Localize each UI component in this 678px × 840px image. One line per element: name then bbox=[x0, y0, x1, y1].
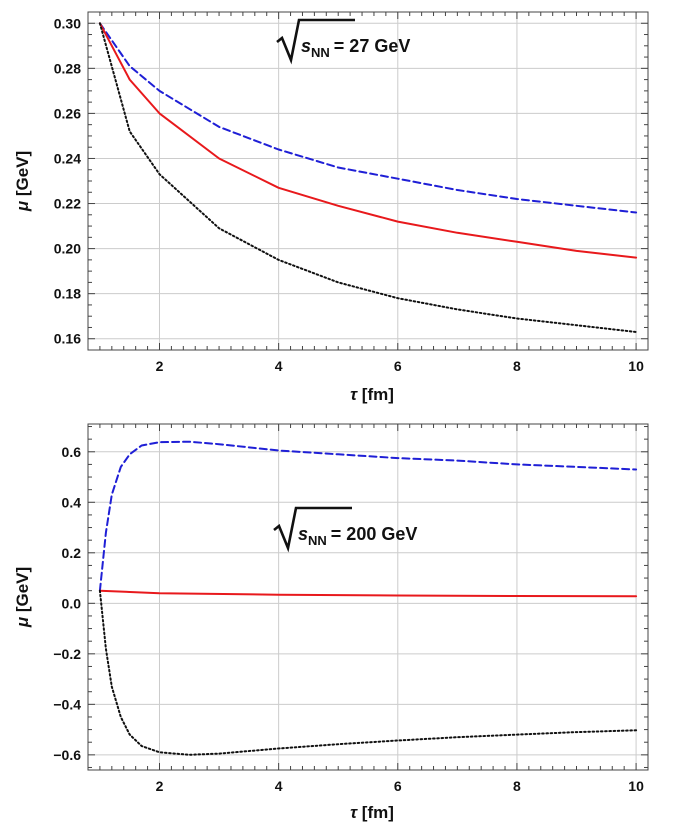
x-tick-label: 8 bbox=[513, 358, 521, 374]
energy-annotation: sNN = 27 GeV bbox=[276, 18, 410, 65]
x-tick-label: 10 bbox=[628, 778, 644, 794]
y-tick-label: 0.2 bbox=[62, 545, 82, 561]
energy-annotation: sNN = 200 GeV bbox=[273, 506, 417, 553]
energy-annotation-text: sNN = 27 GeV bbox=[301, 36, 410, 60]
annotation-variable: s bbox=[298, 524, 308, 544]
y-tick-label: 0.18 bbox=[54, 286, 81, 302]
y-tick-label: 0.16 bbox=[54, 331, 81, 347]
y-axis-symbol: μ bbox=[13, 612, 32, 628]
y-axis-unit: [GeV] bbox=[13, 567, 32, 612]
y-tick-label: 0.24 bbox=[54, 150, 81, 166]
x-axis-symbol: τ bbox=[350, 803, 362, 822]
y-axis-symbol: μ bbox=[13, 196, 32, 212]
series-line-dashed bbox=[98, 440, 638, 592]
y-tick-label: −0.6 bbox=[53, 747, 81, 763]
y-axis-unit: [GeV] bbox=[13, 151, 32, 196]
annotation-subscript: NN bbox=[311, 45, 330, 60]
x-tick-label: 6 bbox=[394, 358, 402, 374]
x-tick-label: 10 bbox=[628, 358, 644, 374]
y-tick-label: 0.4 bbox=[62, 494, 82, 510]
y-axis-label: μ [GeV] bbox=[13, 567, 32, 628]
annotation-variable: s bbox=[301, 36, 311, 56]
annotation-value: = 200 GeV bbox=[331, 524, 418, 544]
series-line-dotted bbox=[98, 589, 638, 756]
x-axis-label: τ [fm] bbox=[350, 385, 394, 404]
x-axis-unit: [fm] bbox=[362, 385, 394, 404]
y-tick-label: 0.6 bbox=[62, 444, 82, 460]
y-tick-label: 0.0 bbox=[62, 595, 82, 611]
plot-frame bbox=[87, 423, 649, 771]
energy-annotation-text: sNN = 200 GeV bbox=[298, 524, 417, 548]
y-tick-label: −0.4 bbox=[53, 696, 81, 712]
x-axis-label: τ [fm] bbox=[350, 803, 394, 822]
x-axis-unit: [fm] bbox=[362, 803, 394, 822]
x-tick-label: 4 bbox=[275, 358, 283, 374]
y-tick-label: 0.26 bbox=[54, 105, 81, 121]
x-axis-symbol: τ bbox=[350, 385, 362, 404]
chart-panel-1: 2 4 6 8 10 0.16 0.18 0.20 0.22 0.24 0.26 0.28 0.30 τ … bbox=[13, 11, 649, 404]
plot-frame bbox=[87, 11, 649, 351]
y-tick-label: 0.30 bbox=[54, 15, 81, 31]
x-tick-label: 6 bbox=[394, 778, 402, 794]
series-line-dotted bbox=[98, 22, 638, 333]
x-tick-label: 8 bbox=[513, 778, 521, 794]
series-line-solid bbox=[98, 22, 638, 259]
series-line-dashed bbox=[98, 22, 638, 214]
x-tick-label: 2 bbox=[156, 778, 164, 794]
x-tick-label: 2 bbox=[156, 358, 164, 374]
annotation-value: = 27 GeV bbox=[334, 36, 411, 56]
y-axis-label: μ [GeV] bbox=[13, 151, 32, 212]
chart-panel-2: 2 4 6 8 10 −0.6 −0.4 −0.2 0.0 0.2 0.4 0.6 τ [fm] μ [G… bbox=[13, 423, 649, 822]
sqrt-sign-icon bbox=[276, 18, 355, 65]
annotation-subscript: NN bbox=[308, 533, 327, 548]
y-tick-label: 0.22 bbox=[54, 196, 81, 212]
series-line-solid bbox=[98, 589, 638, 598]
y-tick-label: −0.2 bbox=[53, 646, 81, 662]
x-tick-label: 4 bbox=[275, 778, 283, 794]
sqrt-sign-icon bbox=[273, 506, 352, 553]
y-tick-label: 0.28 bbox=[54, 60, 81, 76]
y-tick-label: 0.20 bbox=[54, 241, 81, 257]
